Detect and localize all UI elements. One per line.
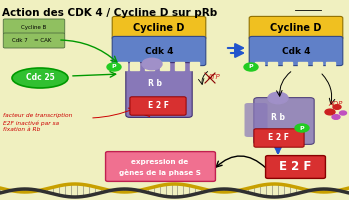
Circle shape	[268, 92, 288, 104]
Circle shape	[244, 63, 258, 71]
Text: P: P	[249, 64, 253, 70]
Bar	[298, 62, 307, 70]
Ellipse shape	[12, 68, 68, 88]
FancyBboxPatch shape	[245, 103, 267, 137]
Text: E 2 F: E 2 F	[279, 160, 311, 173]
Bar	[118, 62, 127, 70]
Text: Cdk 4: Cdk 4	[282, 46, 310, 55]
Text: Action des CDK 4 / Cycline D sur pRb: Action des CDK 4 / Cycline D sur pRb	[2, 8, 217, 18]
Bar	[190, 62, 199, 70]
FancyBboxPatch shape	[254, 129, 304, 147]
Bar	[283, 62, 292, 70]
FancyBboxPatch shape	[249, 36, 343, 66]
Text: fixation à Rb: fixation à Rb	[3, 127, 40, 132]
Text: R b: R b	[148, 78, 162, 88]
Bar	[145, 62, 154, 70]
Circle shape	[142, 58, 162, 70]
FancyBboxPatch shape	[112, 16, 206, 40]
Circle shape	[107, 63, 121, 71]
Text: = CAK: = CAK	[34, 38, 52, 44]
Bar	[130, 62, 139, 70]
FancyBboxPatch shape	[112, 36, 206, 66]
Bar	[255, 62, 264, 70]
Text: Cycline D: Cycline D	[270, 23, 322, 33]
Text: Cdc 25: Cdc 25	[25, 73, 54, 82]
Text: P: P	[112, 64, 116, 70]
FancyBboxPatch shape	[126, 63, 192, 117]
Text: Cdk 7: Cdk 7	[12, 38, 28, 44]
Circle shape	[340, 111, 347, 115]
Text: P: P	[300, 126, 304, 130]
Text: ATP: ATP	[207, 74, 220, 80]
Circle shape	[333, 105, 341, 109]
FancyBboxPatch shape	[130, 97, 186, 115]
Bar	[313, 62, 322, 70]
FancyBboxPatch shape	[3, 19, 65, 34]
Text: E 2 F: E 2 F	[268, 134, 290, 142]
FancyBboxPatch shape	[105, 152, 215, 181]
Bar	[326, 62, 335, 70]
FancyBboxPatch shape	[254, 98, 314, 144]
Bar	[175, 62, 184, 70]
Circle shape	[332, 115, 340, 119]
Text: gènes de la phase S: gènes de la phase S	[119, 168, 201, 176]
Text: E2F inactivé par sa: E2F inactivé par sa	[3, 120, 59, 126]
FancyBboxPatch shape	[3, 33, 65, 48]
Text: R b: R b	[271, 112, 285, 121]
Text: facteur de transcription: facteur de transcription	[3, 113, 72, 118]
Text: ADP: ADP	[328, 101, 342, 107]
Circle shape	[295, 124, 309, 132]
Circle shape	[325, 109, 335, 115]
Text: expression de: expression de	[131, 159, 188, 165]
Text: Cdk 4: Cdk 4	[145, 46, 173, 55]
Text: E 2 F: E 2 F	[148, 102, 169, 110]
FancyBboxPatch shape	[249, 16, 343, 40]
Bar	[268, 62, 277, 70]
Text: Cycline D: Cycline D	[133, 23, 185, 33]
Text: Cycline B: Cycline B	[21, 24, 47, 29]
Bar	[160, 62, 169, 70]
FancyBboxPatch shape	[266, 156, 326, 178]
